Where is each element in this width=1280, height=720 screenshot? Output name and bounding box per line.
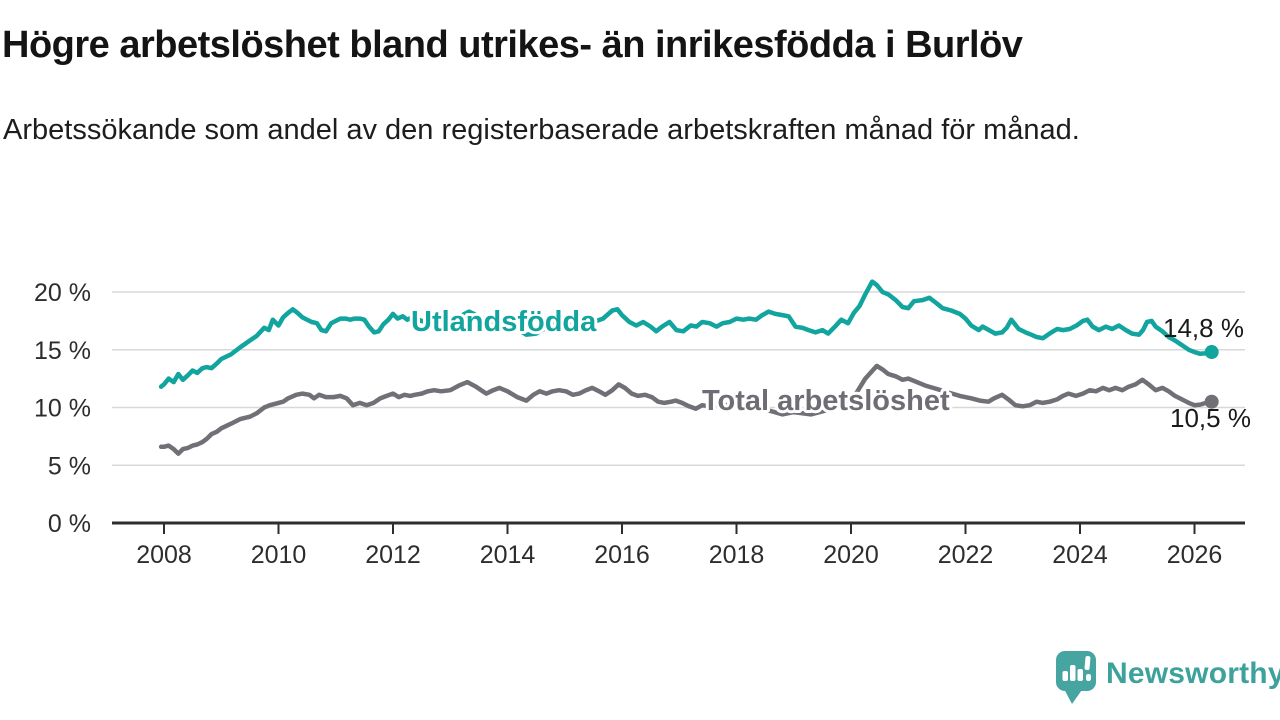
y-axis-labels: 0 % 5 % 10 % 15 % 20 % xyxy=(34,279,91,538)
series-line-utlandsfodda xyxy=(158,279,1214,389)
end-value-label-total: 10,5 % xyxy=(1170,403,1251,433)
speech-bubble-chart-icon xyxy=(1056,651,1096,704)
brand-name: Newsworthy xyxy=(1106,657,1280,690)
gridlines xyxy=(112,291,1245,466)
x-tick-label-2008: 2008 xyxy=(136,541,192,569)
x-tick-label-2016: 2016 xyxy=(594,541,650,569)
x-tick-label-2020: 2020 xyxy=(823,541,879,569)
series-label-total-arbetsloshet: Total arbetslöshet xyxy=(702,385,950,417)
series-line-total-arbetsloshet xyxy=(158,363,1214,456)
y-tick-label-0: 0 % xyxy=(48,510,91,538)
y-tick-label-5: 5 % xyxy=(48,452,91,480)
series-label-utlandsfodda: Utlandsfödda xyxy=(411,306,597,338)
x-axis: 2008 2010 2012 2014 2016 2018 2020 2022 2024 2026 xyxy=(112,521,1245,569)
y-tick-label-10: 10 % xyxy=(34,395,91,423)
x-tick-label-2022: 2022 xyxy=(938,541,994,569)
x-tick-label-2014: 2014 xyxy=(480,541,536,569)
page-title: Högre arbetslöshet bland utrikes- än inr… xyxy=(2,24,1023,66)
series-lines xyxy=(158,279,1219,456)
x-tick-label-2012: 2012 xyxy=(365,541,421,569)
end-dot-total-arbetsloshet xyxy=(1204,394,1219,409)
x-tick-label-2018: 2018 xyxy=(709,541,765,569)
x-tick-label-2024: 2024 xyxy=(1052,541,1108,569)
end-value-label-utlandsfodda: 14,8 % xyxy=(1163,313,1244,343)
x-tick-label-2026: 2026 xyxy=(1167,541,1223,569)
y-tick-label-20: 20 % xyxy=(34,279,91,307)
y-tick-label-15: 15 % xyxy=(34,337,91,365)
x-tick-label-2010: 2010 xyxy=(251,541,307,569)
end-dot-utlandsfodda xyxy=(1204,345,1219,360)
chart-subtitle: Arbetssökande som andel av den registerb… xyxy=(3,114,1080,146)
